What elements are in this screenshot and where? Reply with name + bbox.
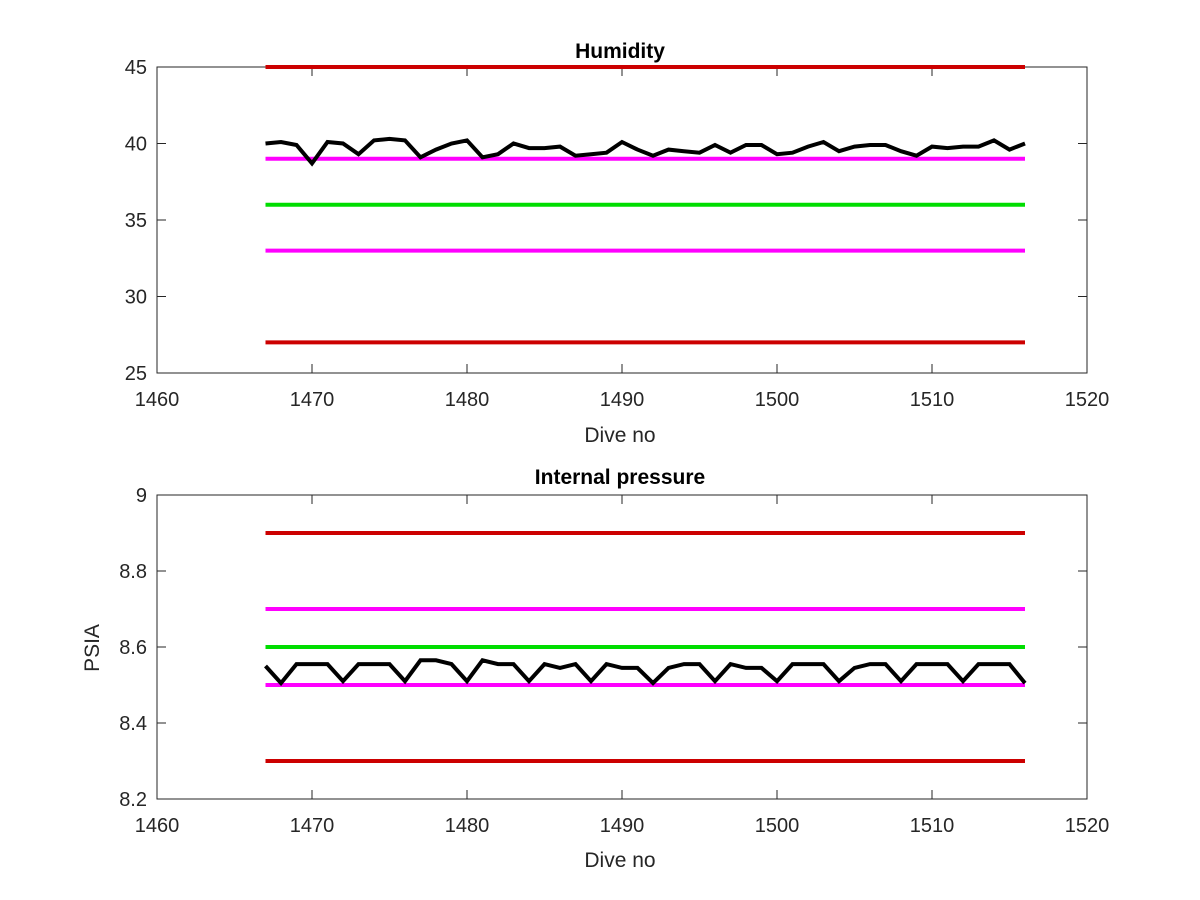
- humidity-x-tick-label: 1460: [135, 389, 180, 411]
- humidity-data-line: [265, 136, 1026, 167]
- internal-pressure-x-tick-label: 1460: [135, 815, 180, 837]
- humidity-chart-title: Humidity: [575, 40, 665, 63]
- internal-pressure-y-tick-label: 8.6: [119, 637, 147, 659]
- internal-pressure-y-axis-label: PSIA: [81, 624, 104, 672]
- humidity-y-tick-label: 30: [125, 287, 147, 309]
- humidity-y-tick-label: 25: [125, 363, 147, 385]
- humidity-plot: 1460 1470 1480 1490 1500 1510 1520 25 30 35 40 45 Hu…: [125, 40, 1110, 447]
- humidity-y-tick-label: 40: [125, 134, 147, 156]
- internal-pressure-x-tick-label: 1520: [1065, 815, 1110, 837]
- internal-pressure-x-tick-label: 1510: [910, 815, 955, 837]
- humidity-x-tick-label: 1490: [600, 389, 645, 411]
- humidity-axes-box: [156, 66, 1088, 374]
- humidity-x-tick-label: 1510: [910, 389, 955, 411]
- humidity-x-tick-label: 1470: [290, 389, 335, 411]
- humidity-x-tick-label: 1500: [755, 389, 800, 411]
- internal-pressure-y-tick-label: 8.2: [119, 789, 147, 811]
- internal-pressure-x-tick-label: 1480: [445, 815, 490, 837]
- humidity-y-tick-label: 45: [125, 57, 147, 79]
- internal-pressure-y-tick-label: 9: [136, 485, 147, 507]
- internal-pressure-y-tick-label: 8.8: [119, 561, 147, 583]
- humidity-x-axis-label: Dive no: [584, 424, 655, 447]
- humidity-x-tick-label: 1520: [1065, 389, 1110, 411]
- internal-pressure-data-line: [264, 658, 1027, 687]
- internal-pressure-chart-title: Internal pressure: [535, 466, 705, 489]
- internal-pressure-x-tick-label: 1470: [290, 815, 335, 837]
- internal-pressure-x-tick-label: 1500: [755, 815, 800, 837]
- internal-pressure-y-tick-label: 8.4: [119, 713, 147, 735]
- internal-pressure-plot: 1460 1470 1480 1490 1500 1510 1520 8.2 8.4 8.6 8.8…: [81, 466, 1109, 872]
- internal-pressure-x-axis-label: Dive no: [584, 849, 655, 872]
- humidity-y-tick-label: 35: [125, 210, 147, 232]
- humidity-x-tick-label: 1480: [445, 389, 490, 411]
- internal-pressure-x-tick-label: 1490: [600, 815, 645, 837]
